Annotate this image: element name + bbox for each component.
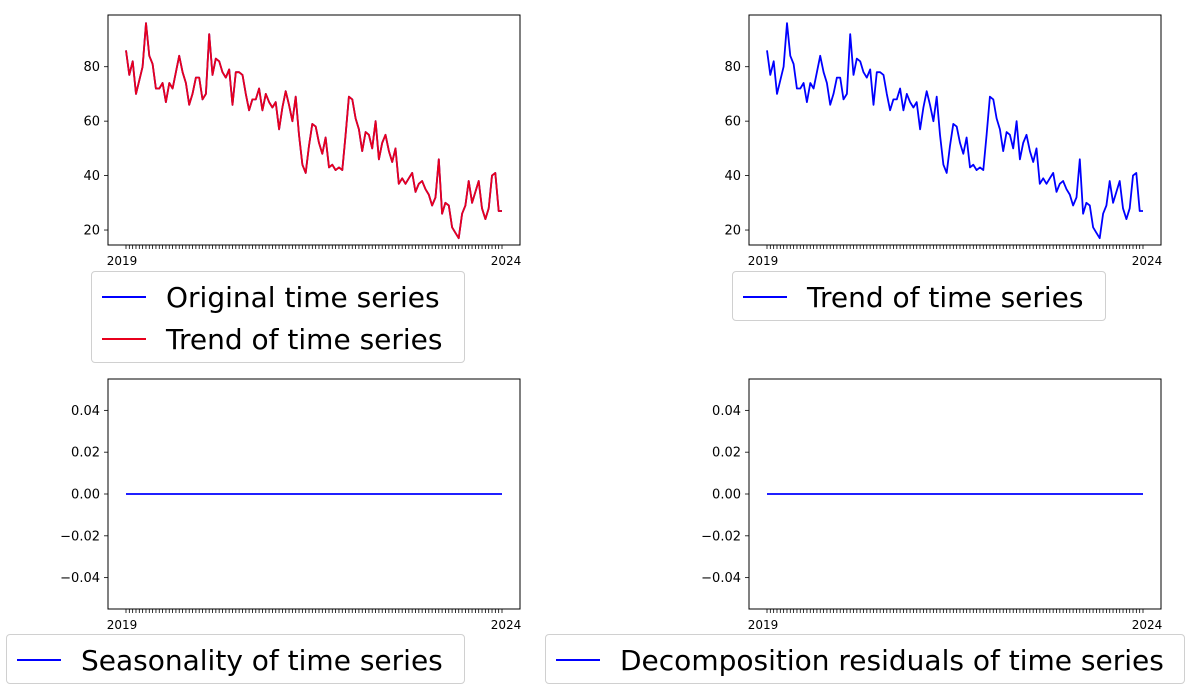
legend-entry-trend: Trend of time series xyxy=(102,318,454,360)
y-tick-label: −0.04 xyxy=(701,571,741,586)
legend-label-residuals: Decomposition residuals of time series xyxy=(620,643,1164,677)
x-tick-label-start: 2019 xyxy=(748,254,779,268)
x-tick-label-end: 2024 xyxy=(1132,254,1163,268)
x-tick-label-end: 2024 xyxy=(491,254,522,268)
y-tick-label: 0.04 xyxy=(71,404,100,419)
axes-frame xyxy=(748,14,1162,246)
y-tick-label: 0.02 xyxy=(71,446,100,461)
legend-entry-seasonality: Seasonality of time series xyxy=(17,639,454,681)
y-tick-label: 0.00 xyxy=(712,488,741,503)
legend-entry-residuals: Decomposition residuals of time series xyxy=(556,639,1174,681)
y-tick-label: −0.02 xyxy=(701,529,741,544)
axes-residuals: 2019 2024 −0.04 −0.02 0.00 0.02 0.04 xyxy=(701,378,1163,632)
y-tick-label: 60 xyxy=(83,115,100,130)
x-tick-label-start: 2019 xyxy=(748,618,779,632)
legend-entry-original: Original time series xyxy=(102,276,454,318)
legend-swatch-trend xyxy=(102,338,146,340)
x-tick-label-end: 2024 xyxy=(1132,618,1163,632)
y-tick-label: 20 xyxy=(83,224,100,239)
y-tick-label: 0.04 xyxy=(712,404,741,419)
x-tick-label-start: 2019 xyxy=(107,254,138,268)
legend-original-trend: Original time series Trend of time serie… xyxy=(91,271,465,363)
legend-entry-trend-2: Trend of time series xyxy=(743,276,1095,318)
legend-swatch-residuals xyxy=(556,659,600,661)
legend-seasonality: Seasonality of time series xyxy=(6,634,465,684)
legend-residuals: Decomposition residuals of time series xyxy=(545,634,1185,684)
legend-label-trend-2: Trend of time series xyxy=(807,280,1084,314)
legend-label-original: Original time series xyxy=(166,280,440,314)
x-tick-label-end: 2024 xyxy=(491,618,522,632)
y-tick-label: 40 xyxy=(724,169,741,184)
series-line-original-trend-0 xyxy=(125,22,502,240)
y-tick-label: 20 xyxy=(724,224,741,239)
axes-frame xyxy=(748,378,1162,610)
y-tick-label: 0.00 xyxy=(71,488,100,503)
legend-swatch-trend-2 xyxy=(743,296,787,298)
legend-label-trend: Trend of time series xyxy=(166,322,443,356)
legend-label-seasonality: Seasonality of time series xyxy=(81,643,443,677)
axes-frame xyxy=(107,378,521,610)
y-tick-label: 40 xyxy=(83,169,100,184)
y-tick-label: −0.04 xyxy=(60,571,100,586)
axes-frame xyxy=(107,14,521,246)
axes-trend: 2019 2024 20 40 60 80 xyxy=(724,14,1163,268)
legend-swatch-original xyxy=(102,296,146,298)
series-line-original-trend-1 xyxy=(125,22,502,240)
series-line-trend-0 xyxy=(766,22,1143,240)
legend-trend: Trend of time series xyxy=(732,271,1106,321)
y-tick-label: 0.02 xyxy=(712,446,741,461)
axes-seasonality: 2019 2024 −0.04 −0.02 0.00 0.02 0.04 xyxy=(60,378,522,632)
y-tick-label: 80 xyxy=(724,60,741,75)
legend-swatch-seasonality xyxy=(17,659,61,661)
x-tick-label-start: 2019 xyxy=(107,618,138,632)
y-tick-label: −0.02 xyxy=(60,529,100,544)
axes-original-trend: 2019 2024 20 40 60 80 xyxy=(83,14,522,268)
y-tick-label: 60 xyxy=(724,115,741,130)
y-tick-label: 80 xyxy=(83,60,100,75)
